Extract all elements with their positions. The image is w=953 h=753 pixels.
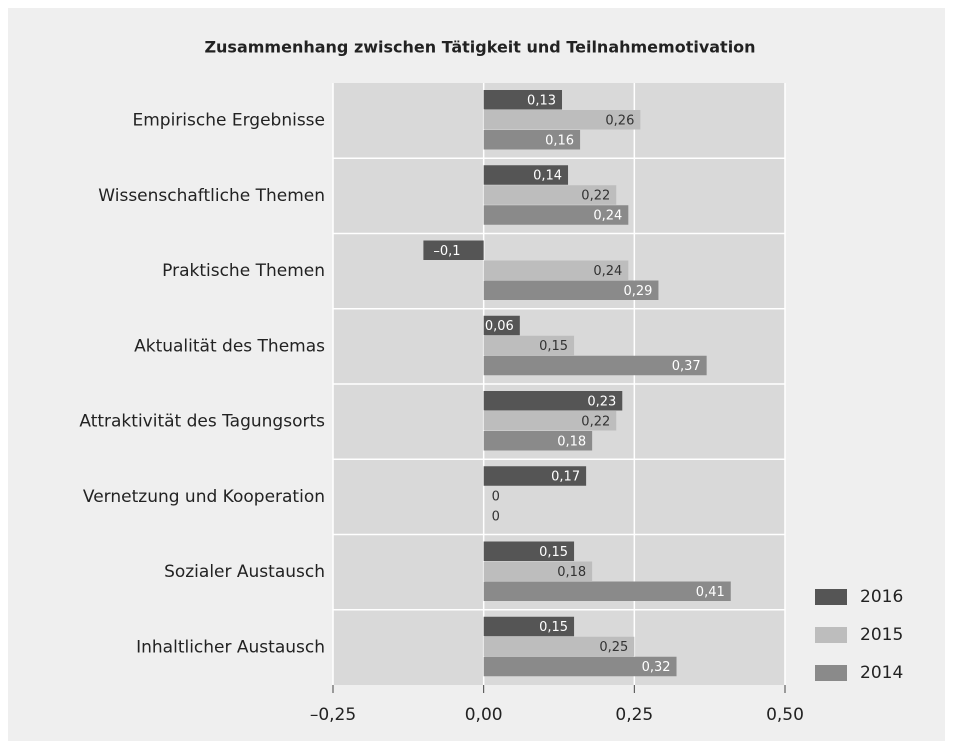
bar [483, 355, 707, 376]
bar [483, 466, 587, 486]
value-label: 0,25 [599, 640, 628, 655]
value-label: 0,23 [587, 394, 616, 409]
bar [483, 110, 641, 130]
value-label: 0,15 [539, 545, 568, 560]
value-label: 0,18 [557, 434, 586, 449]
y-tick-label: Wissenschaftliche Themen [98, 186, 325, 206]
y-tick-label: Praktische Themen [162, 261, 325, 281]
legend-swatch [815, 589, 847, 605]
value-label: 0,24 [593, 264, 622, 279]
bar [483, 280, 659, 300]
value-label: 0,17 [551, 470, 580, 485]
legend-label: 2016 [860, 587, 903, 607]
legend-swatch [815, 665, 847, 681]
bar [423, 240, 484, 260]
bar [483, 205, 629, 225]
bar [483, 656, 677, 677]
value-label: 0 [492, 510, 500, 525]
value-label: 0,06 [485, 319, 514, 334]
value-label: 0,29 [623, 284, 652, 299]
value-label: 0,15 [539, 339, 568, 354]
legend-swatch [815, 627, 847, 643]
legend-label: 2014 [860, 663, 903, 683]
bar [483, 541, 575, 561]
y-tick-label: Aktualität des Themas [134, 336, 325, 356]
bar [483, 185, 617, 205]
bar [483, 616, 575, 637]
value-label: 0,41 [696, 585, 725, 600]
value-label: 0,22 [581, 189, 610, 204]
value-label: 0,14 [533, 169, 562, 184]
value-label: 0,22 [581, 414, 610, 429]
y-tick-label: Inhaltlicher Austausch [136, 637, 325, 657]
bar [483, 431, 593, 451]
x-tick-label: 0,25 [615, 705, 653, 725]
bar [483, 90, 563, 110]
value-label: 0 [492, 490, 500, 505]
bar [483, 130, 581, 150]
y-tick-label: Vernetzung und Kooperation [83, 487, 325, 507]
legend-label: 2015 [860, 625, 903, 645]
x-tick-label: 0,00 [465, 705, 503, 725]
value-label: 0,24 [593, 209, 622, 224]
bar [483, 335, 575, 356]
value-label: –0,1 [433, 244, 460, 259]
y-tick-label: Empirische Ergebnisse [132, 111, 325, 131]
y-tick-label: Attraktivität des Tagungsorts [79, 412, 325, 432]
bar [483, 411, 617, 431]
value-label: 0,16 [545, 133, 574, 148]
y-tick-label: Sozialer Austausch [164, 562, 325, 582]
value-label: 0,13 [527, 93, 556, 108]
bar [483, 561, 593, 581]
bar [483, 581, 731, 601]
x-tick-label: –0,25 [310, 705, 356, 725]
value-label: 0,18 [557, 565, 586, 580]
value-label: 0,37 [672, 359, 701, 374]
bar [483, 260, 629, 280]
bar [483, 391, 623, 411]
value-label: 0,15 [539, 620, 568, 635]
bar [483, 315, 520, 336]
value-label: 0,26 [605, 113, 634, 128]
x-tick-label: 0,50 [766, 705, 804, 725]
bar [483, 636, 635, 657]
chart-title: Zusammenhang zwischen Tätigkeit und Teil… [204, 38, 755, 57]
bar [483, 165, 569, 185]
value-label: 0,32 [642, 660, 671, 675]
